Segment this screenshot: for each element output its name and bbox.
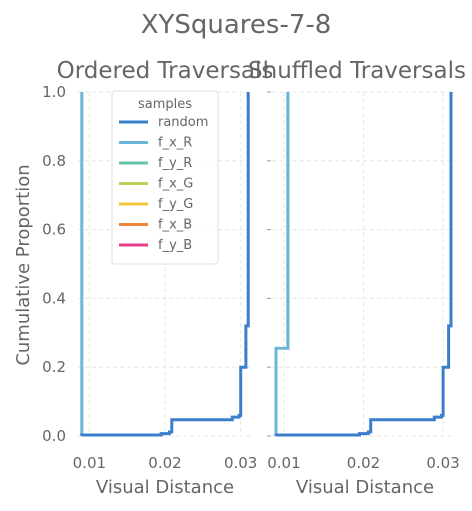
y-tick-label: 0.6 (42, 221, 66, 239)
x-axis-label-shuffled: Visual Distance (296, 477, 434, 498)
y-tick-label: 0.2 (42, 358, 66, 376)
panel-title-shuffled: Shuffled Traversals (248, 58, 466, 84)
series-line-f-x-R (274, 92, 290, 436)
legend-entry-f-y-B: f_y_B (158, 238, 192, 253)
legend: samples random f_x_R f_y_R f_x_G f_y_G f_x_Bf… (111, 90, 219, 265)
grid-shuffled (272, 91, 455, 437)
chart-title: XYSquares-7-8 (141, 10, 332, 40)
legend-entry-f-x-G: f_x_G (158, 177, 193, 192)
legend-entry-f-y-G: f_y_G (158, 197, 193, 212)
x-tick-label: 0.01 (73, 454, 106, 472)
y-tick-label: 1.0 (42, 83, 66, 101)
legend-title: samples (138, 97, 192, 112)
legend-box (111, 90, 219, 265)
panel-ordered: Ordered Traversals 0.0 0.2 0.4 0.6 0.8 1.0 0.… (42, 58, 273, 498)
x-tick-label: 0.03 (426, 454, 459, 472)
y-axis-label: Cumulative Proportion (13, 164, 34, 365)
panel-shuffled: Shuffled Traversals 0.01 0.02 0.03 Visual … (248, 58, 466, 498)
legend-entry-random: random (158, 115, 208, 130)
x-ticks-shuffled: 0.01 0.02 0.03 (267, 454, 460, 472)
y-tick-label: 0.4 (42, 289, 66, 307)
x-tick-label: 0.03 (224, 454, 257, 472)
x-axis-label-ordered: Visual Distance (96, 477, 234, 498)
y-tick-label: 0.0 (42, 427, 66, 445)
series-shuffled (274, 92, 453, 437)
x-tick-label: 0.01 (267, 454, 300, 472)
series-ordered (80, 92, 250, 437)
legend-entry-f-y-R: f_y_R (158, 156, 192, 171)
legend-entry-f-x-R: f_x_R (158, 136, 192, 151)
legend-entry-f-x-B: f_x_B (158, 218, 192, 233)
series-line-random (274, 92, 453, 437)
x-ticks-ordered: 0.01 0.02 0.03 (73, 454, 258, 472)
y-tick-label: 0.8 (42, 152, 66, 170)
panel-title-ordered: Ordered Traversals (57, 58, 274, 84)
series-line-random (80, 92, 250, 437)
x-tick-label: 0.02 (148, 454, 181, 472)
y-ticks-shuffled (267, 91, 271, 437)
y-ticks-ordered: 0.0 0.2 0.4 0.6 0.8 1.0 (42, 83, 66, 445)
x-tick-label: 0.02 (347, 454, 380, 472)
